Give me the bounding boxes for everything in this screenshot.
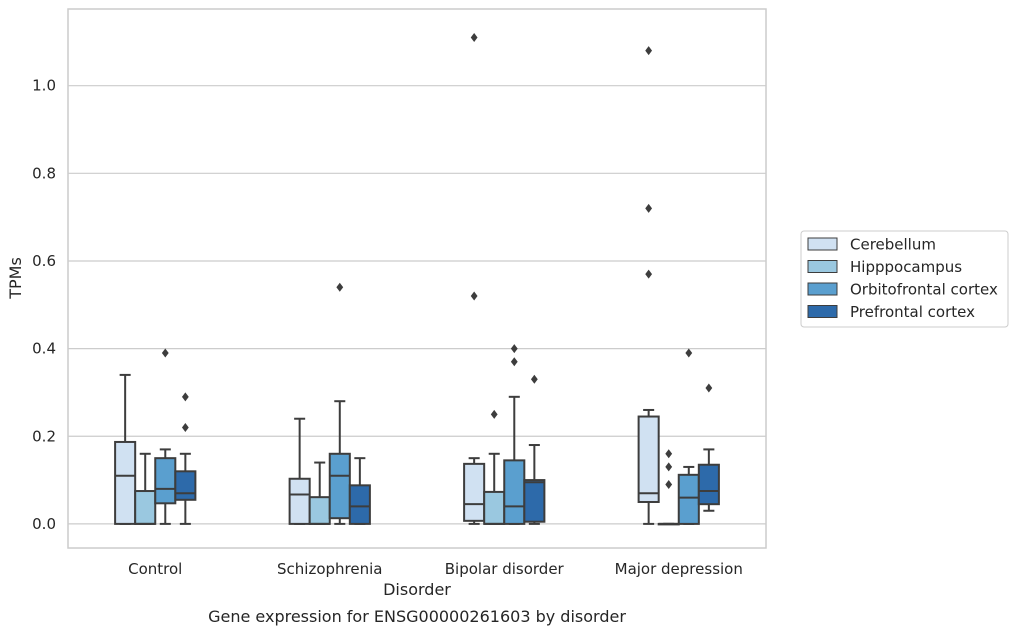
box (154, 457, 177, 505)
outlier-point (645, 46, 653, 56)
boxes (114, 32, 720, 526)
outlier-point (645, 269, 653, 279)
x-axis-title: Disorder (383, 580, 451, 599)
box-group (697, 383, 720, 512)
box (483, 490, 506, 525)
box (308, 496, 331, 525)
box (463, 462, 486, 522)
box-group (348, 457, 371, 525)
box-group (134, 452, 157, 525)
box (503, 459, 526, 525)
y-tick-label: 0.4 (32, 340, 56, 358)
legend-label: Orbitofrontal cortex (850, 281, 998, 299)
box (328, 452, 351, 520)
y-axis-title: TPMs (6, 257, 25, 300)
y-tick-label: 0.6 (32, 252, 56, 270)
box (134, 490, 157, 525)
outlier-point (336, 282, 344, 292)
y-tick-label: 0.0 (32, 515, 56, 533)
outlier-point (161, 348, 169, 358)
y-tick-label: 0.2 (32, 427, 56, 445)
box (288, 477, 311, 525)
box (637, 415, 660, 503)
legend-swatch (807, 237, 838, 251)
legend-label: Cerebellum (850, 236, 936, 254)
x-tick-label: Bipolar disorder (445, 560, 565, 578)
outlier-point (490, 409, 498, 419)
outlier-point (510, 344, 518, 354)
box-group (637, 46, 660, 525)
legend-frame (800, 230, 1009, 328)
chart-caption: Gene expression for ENSG00000261603 by d… (208, 607, 626, 626)
legend-label: Hipppocampus (850, 258, 962, 276)
box (523, 479, 546, 523)
outlier-point (685, 348, 693, 358)
legend-swatch (807, 305, 838, 318)
outlier-point (705, 383, 713, 393)
axes: 0.0 0.2 0.4 0.6 0.8 1.0 Control Schizophrenia Bi… (32, 8, 767, 578)
box (174, 470, 197, 501)
y-tick-label: 0.8 (32, 164, 56, 182)
legend-label: Prefrontal cortex (850, 303, 975, 321)
outlier-point (181, 392, 189, 402)
box (114, 440, 137, 525)
box (677, 473, 700, 525)
legend: Cerebellum Hipppocampus Orbitofrontal cort… (800, 230, 1009, 328)
x-tick-label: Control (128, 560, 182, 578)
legend-swatch (807, 260, 838, 273)
box-group (114, 373, 137, 525)
outlier-point (665, 462, 673, 472)
box-group (463, 32, 486, 525)
x-tick-label: Schizophrenia (277, 560, 382, 578)
outlier-point (665, 479, 673, 489)
outlier-point (510, 357, 518, 367)
box-group (523, 374, 546, 525)
plot-frame (67, 8, 767, 549)
outlier-point (645, 203, 653, 213)
box-group (174, 392, 197, 525)
box-group (677, 348, 700, 525)
outlier-point (665, 449, 673, 459)
x-tick-label: Major depression (615, 560, 743, 578)
box (348, 484, 371, 525)
outlier-point (470, 291, 478, 301)
box-group (288, 417, 311, 525)
outlier-point (530, 374, 538, 384)
box (697, 463, 720, 506)
outlier-point (470, 32, 478, 42)
y-tick-label: 1.0 (32, 77, 56, 95)
legend-swatch (807, 282, 838, 296)
outlier-point (181, 422, 189, 432)
